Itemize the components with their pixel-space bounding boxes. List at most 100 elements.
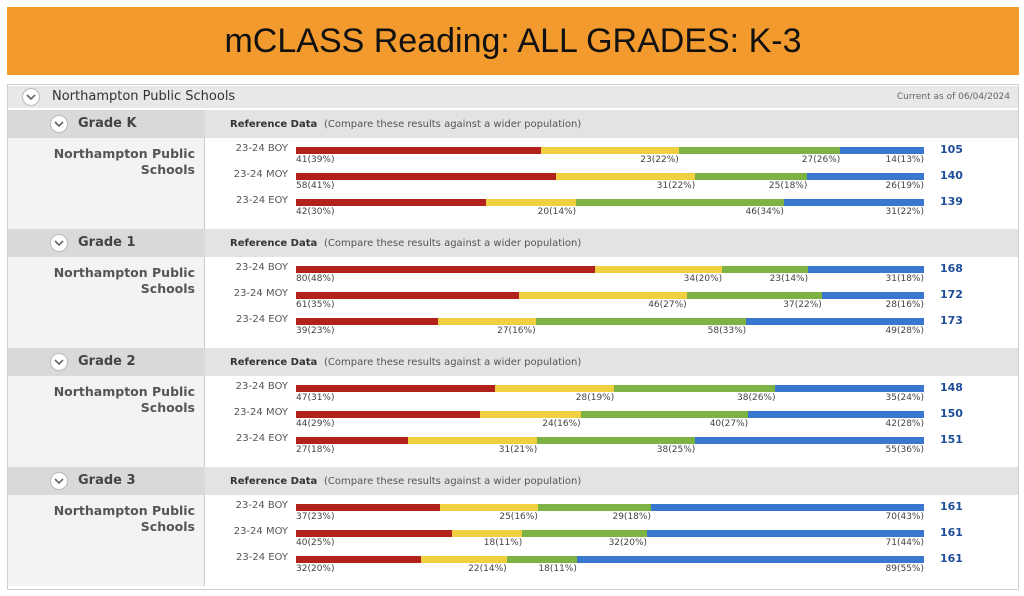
segment-label: 23(14%) bbox=[769, 274, 809, 284]
school-name: Northampton Public Schools bbox=[53, 503, 195, 534]
school-name: Northampton Public Schools bbox=[53, 146, 195, 177]
reference-label: Reference Data bbox=[230, 119, 318, 130]
bar-segment bbox=[541, 147, 679, 154]
row-total[interactable]: 161 bbox=[940, 500, 963, 513]
row-total[interactable]: 161 bbox=[940, 526, 963, 539]
segment-label: 49(28%) bbox=[885, 326, 924, 336]
expand-toggle[interactable] bbox=[50, 353, 68, 371]
segment-label: 42(28%) bbox=[885, 419, 924, 429]
grade-name[interactable]: Grade K bbox=[78, 116, 137, 131]
reference-label: Reference Data bbox=[230, 357, 318, 368]
expand-toggle[interactable] bbox=[22, 88, 40, 106]
segment-label: 25(18%) bbox=[768, 181, 808, 191]
bar-segment bbox=[452, 530, 523, 537]
bar-segment bbox=[506, 556, 577, 563]
bar-segment bbox=[535, 318, 747, 325]
period-label: 23-24 MOY bbox=[233, 526, 288, 537]
row-total[interactable]: 173 bbox=[940, 314, 963, 327]
segment-label: 89(55%) bbox=[885, 564, 924, 574]
page-title: mCLASS Reading: ALL GRADES: K-3 bbox=[7, 7, 1019, 75]
segment-label: 28(19%) bbox=[575, 393, 615, 403]
bar-segment bbox=[537, 504, 651, 511]
period-label: 23-24 MOY bbox=[233, 288, 288, 299]
reference-note: (Compare these results against a wider p… bbox=[324, 119, 582, 130]
segment-label: 23(22%) bbox=[640, 155, 679, 165]
row-total[interactable]: 105 bbox=[940, 143, 963, 156]
district-name: Northampton Public Schools bbox=[52, 89, 236, 104]
row-total[interactable]: 150 bbox=[940, 407, 963, 420]
segment-label: 22(14%) bbox=[468, 564, 507, 574]
row-total[interactable]: 161 bbox=[940, 552, 963, 565]
period-label: 23-24 EOY bbox=[236, 314, 288, 325]
reference-note: (Compare these results against a wider p… bbox=[324, 476, 582, 487]
grade-name[interactable]: Grade 1 bbox=[78, 235, 136, 250]
segment-label: 27(26%) bbox=[801, 155, 841, 165]
bar-segment bbox=[522, 530, 648, 537]
segment-label: 27(16%) bbox=[497, 326, 536, 336]
bar-segment bbox=[296, 199, 486, 206]
bar-segment bbox=[296, 504, 441, 511]
bar-segment bbox=[296, 173, 557, 180]
segment-label: 39(23%) bbox=[296, 326, 335, 336]
bar-segment bbox=[678, 147, 841, 154]
bar-segment bbox=[296, 411, 481, 418]
grade-header-left bbox=[8, 348, 205, 376]
segment-label: 31(18%) bbox=[885, 274, 924, 284]
segment-label: 44(29%) bbox=[296, 419, 335, 429]
row-total[interactable]: 172 bbox=[940, 288, 963, 301]
grade-header-right bbox=[205, 110, 1018, 138]
as-of-date: Current as of 06/04/2024 bbox=[896, 92, 1010, 102]
segment-label: 34(20%) bbox=[683, 274, 723, 284]
period-label: 23-24 MOY bbox=[233, 407, 288, 418]
row-total[interactable]: 139 bbox=[940, 195, 963, 208]
segment-label: 58(33%) bbox=[707, 326, 747, 336]
school-cell bbox=[8, 495, 205, 586]
bar-segment bbox=[440, 504, 538, 511]
segment-label: 27(18%) bbox=[296, 445, 335, 455]
bar-segment bbox=[695, 437, 924, 444]
period-label: 23-24 EOY bbox=[236, 195, 288, 206]
segment-label: 24(16%) bbox=[542, 419, 581, 429]
segment-label: 14(13%) bbox=[885, 155, 924, 165]
expand-toggle[interactable] bbox=[50, 472, 68, 490]
grade-name[interactable]: Grade 2 bbox=[78, 354, 136, 369]
bar-segment bbox=[495, 385, 615, 392]
bar-segment bbox=[296, 530, 453, 537]
expand-toggle[interactable] bbox=[50, 115, 68, 133]
segment-label: 40(27%) bbox=[709, 419, 749, 429]
segment-label: 38(25%) bbox=[656, 445, 696, 455]
segment-label: 26(19%) bbox=[885, 181, 924, 191]
segment-label: 28(16%) bbox=[885, 300, 924, 310]
row-total[interactable]: 151 bbox=[940, 433, 963, 446]
bar-segment bbox=[746, 318, 924, 325]
bar-segment bbox=[437, 318, 536, 325]
reference-label: Reference Data bbox=[230, 476, 318, 487]
bar-segment bbox=[296, 437, 409, 444]
bar-segment bbox=[537, 437, 696, 444]
segment-label: 25(16%) bbox=[499, 512, 538, 522]
grade-header-right bbox=[205, 229, 1018, 257]
reference-note: (Compare these results against a wider p… bbox=[324, 238, 582, 249]
expand-toggle[interactable] bbox=[50, 234, 68, 252]
bar-segment bbox=[775, 385, 924, 392]
bar-segment bbox=[686, 292, 822, 299]
segment-label: 35(24%) bbox=[885, 393, 924, 403]
grade-header-right bbox=[205, 348, 1018, 376]
row-total[interactable]: 140 bbox=[940, 169, 963, 182]
row-total[interactable]: 148 bbox=[940, 381, 963, 394]
segment-label: 71(44%) bbox=[885, 538, 924, 548]
period-label: 23-24 BOY bbox=[235, 143, 288, 154]
bar-segment bbox=[595, 266, 723, 273]
row-total[interactable]: 168 bbox=[940, 262, 963, 275]
segment-label: 55(36%) bbox=[885, 445, 924, 455]
period-label: 23-24 EOY bbox=[236, 433, 288, 444]
bar-segment bbox=[518, 292, 687, 299]
bar-segment bbox=[722, 266, 809, 273]
bar-segment bbox=[408, 437, 538, 444]
period-label: 23-24 BOY bbox=[235, 381, 288, 392]
bar-segment bbox=[821, 292, 924, 299]
school-name: Northampton Public Schools bbox=[53, 265, 195, 296]
bar-segment bbox=[748, 411, 924, 418]
segment-label: 32(20%) bbox=[296, 564, 335, 574]
grade-name[interactable]: Grade 3 bbox=[78, 473, 136, 488]
